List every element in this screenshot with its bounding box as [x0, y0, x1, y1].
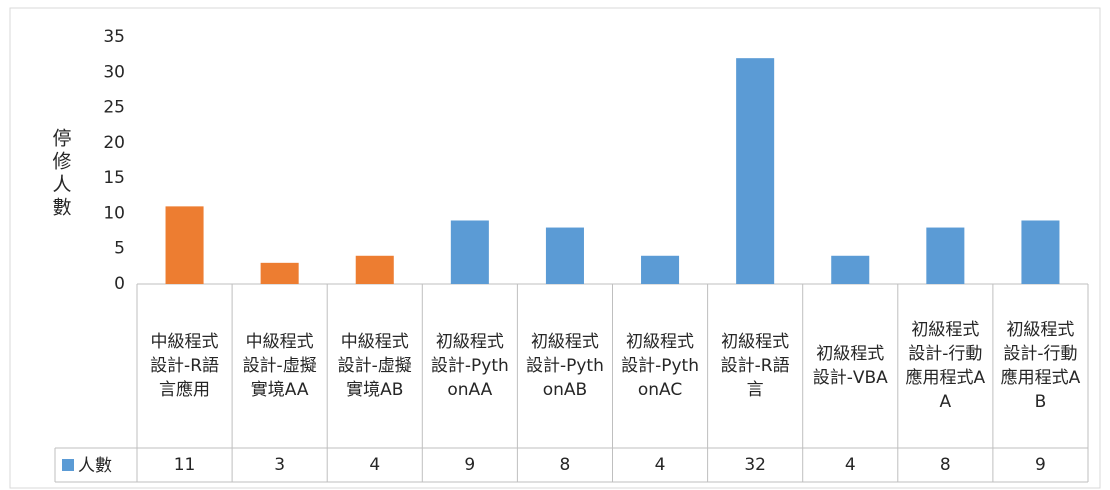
y-axis-label: 停修人數 — [50, 128, 72, 220]
y-tick-label: 25 — [103, 98, 125, 118]
y-tick-label: 0 — [114, 274, 125, 294]
table-value: 9 — [464, 455, 476, 475]
bar — [545, 227, 584, 284]
table-value: 4 — [844, 455, 856, 475]
table-value: 8 — [939, 455, 951, 475]
y-tick-label: 20 — [103, 133, 125, 153]
y-tick-label: 15 — [103, 168, 125, 188]
category-label: 初級程式設計-R語言 — [720, 332, 790, 400]
category-label: 初級程式設計-PythonAC — [621, 332, 699, 400]
table-value: 32 — [744, 455, 766, 475]
chart-border — [9, 7, 1101, 489]
bar — [355, 255, 394, 284]
table-value: 4 — [369, 455, 381, 475]
y-tick-label: 5 — [114, 239, 125, 259]
legend-swatch — [62, 459, 74, 471]
bar — [926, 227, 965, 284]
category-label: 中級程式設計-虛擬實境AA — [242, 332, 317, 400]
y-tick-label: 35 — [103, 27, 125, 47]
bar — [831, 255, 870, 284]
legend-label: 人數 — [78, 456, 112, 476]
table-value: 8 — [559, 455, 571, 475]
category-label: 初級程式設計-PythonAB — [525, 332, 604, 400]
bar — [641, 255, 680, 284]
category-label: 中級程式設計-R語言應用 — [150, 332, 220, 400]
bar — [736, 58, 775, 284]
category-label: 初級程式設計-VBA — [812, 344, 888, 388]
bar — [165, 206, 204, 284]
table-value: 4 — [654, 455, 666, 475]
bar — [450, 220, 489, 284]
y-tick-label: 10 — [103, 203, 125, 223]
bar — [1021, 220, 1060, 284]
table-value: 3 — [274, 455, 286, 475]
table-value: 9 — [1035, 455, 1046, 475]
category-label: 初級程式設計-PythonAA — [430, 332, 509, 400]
table-value: 11 — [173, 455, 196, 475]
category-label: 中級程式設計-虛擬實境AB — [337, 332, 412, 400]
bar — [260, 262, 299, 284]
y-tick-label: 30 — [103, 62, 125, 82]
category-label: 初級程式設計-行動應用程式AB — [1000, 320, 1081, 412]
category-label: 初級程式設計-行動應用程式AA — [905, 320, 986, 412]
